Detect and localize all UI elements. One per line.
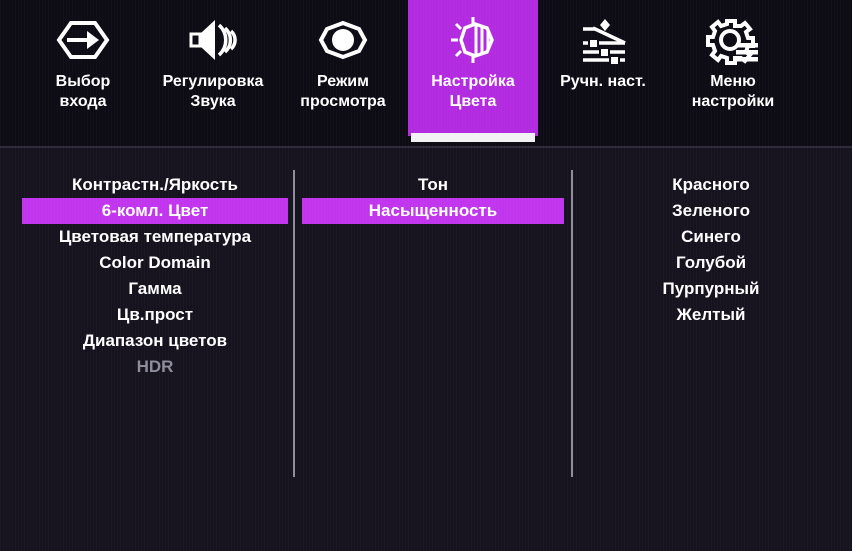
brightness-color-icon bbox=[445, 12, 501, 68]
gear-settings-icon bbox=[705, 12, 761, 68]
header-divider bbox=[0, 146, 852, 148]
speaker-volume-icon bbox=[185, 12, 241, 68]
tab-view-mode-label: Режим просмотра bbox=[300, 73, 386, 110]
menu-column-picture: Контрастн./Яркость 6-комл. Цвет Цветовая… bbox=[22, 172, 288, 380]
menu-column-color-channels: Красного Зеленого Синего Голубой Пурпурн… bbox=[580, 172, 842, 328]
menu-item-green[interactable]: Зеленого bbox=[671, 201, 751, 220]
menu-item-6-axis-color[interactable]: 6-комл. Цвет bbox=[22, 198, 288, 224]
tab-sound-adjust-label: Регулировка Звука bbox=[162, 73, 264, 110]
tab-settings-menu-label: Меню настройки bbox=[691, 73, 775, 110]
osd-body: Контрастн./Яркость 6-комл. Цвет Цветовая… bbox=[0, 150, 852, 551]
column-separator-2 bbox=[571, 170, 573, 477]
tab-color-setup-label: Настройка Цвета bbox=[431, 73, 515, 110]
menu-item-color-temperature[interactable]: Цветовая температура bbox=[58, 227, 252, 246]
osd-top-menu-bar: Выбор входа Регулировка Звука bbox=[0, 0, 852, 146]
menu-item-color-range[interactable]: Диапазон цветов bbox=[82, 331, 228, 350]
tab-manual-adjust[interactable]: Ручн. наст. bbox=[538, 0, 668, 136]
eye-view-mode-icon bbox=[315, 12, 371, 68]
menu-item-saturation[interactable]: Насыщенность bbox=[302, 198, 564, 224]
tab-sound-adjust[interactable]: Регулировка Звука bbox=[148, 0, 278, 136]
active-tab-underline bbox=[411, 133, 535, 142]
tab-color-setup[interactable]: Настройка Цвета bbox=[408, 0, 538, 136]
column-separator-1 bbox=[293, 170, 295, 477]
tab-settings-menu[interactable]: Меню настройки bbox=[668, 0, 798, 136]
tab-input-select-label: Выбор входа bbox=[55, 73, 111, 110]
manual-sliders-icon bbox=[575, 12, 631, 68]
tab-manual-adjust-label: Ручн. наст. bbox=[560, 73, 646, 90]
menu-item-hdr: HDR bbox=[136, 357, 174, 376]
menu-item-gamma[interactable]: Гамма bbox=[128, 279, 182, 298]
menu-item-yellow[interactable]: Желтый bbox=[676, 305, 746, 324]
tab-view-mode[interactable]: Режим просмотра bbox=[278, 0, 408, 136]
menu-column-hue-saturation: Тон Насыщенность bbox=[302, 172, 564, 224]
menu-item-color-space[interactable]: Цв.прост bbox=[116, 305, 194, 324]
menu-item-magenta[interactable]: Пурпурный bbox=[662, 279, 760, 298]
menu-item-cyan[interactable]: Голубой bbox=[675, 253, 747, 272]
menu-item-hue[interactable]: Тон bbox=[418, 175, 448, 194]
menu-item-red[interactable]: Красного bbox=[672, 175, 750, 194]
menu-item-blue[interactable]: Синего bbox=[681, 227, 741, 246]
menu-item-contrast-brightness[interactable]: Контрастн./Яркость bbox=[72, 175, 238, 194]
input-select-icon bbox=[55, 12, 111, 68]
tab-input-select[interactable]: Выбор входа bbox=[18, 0, 148, 136]
menu-item-color-domain[interactable]: Color Domain bbox=[99, 253, 211, 272]
